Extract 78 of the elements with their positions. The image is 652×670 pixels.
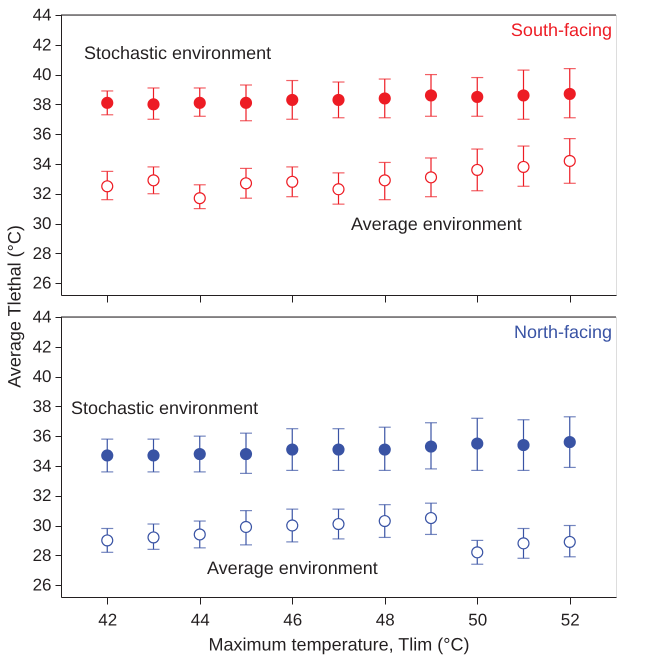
point <box>240 96 252 109</box>
point <box>147 98 160 110</box>
y-tick-label: 38 <box>32 396 52 416</box>
point <box>286 443 298 456</box>
y-tick-label: 28 <box>32 546 52 565</box>
y-tick-label: 30 <box>32 214 52 234</box>
point <box>194 192 206 204</box>
chart-title: South-facing <box>510 20 612 40</box>
chart-title: North-facing <box>514 322 612 342</box>
point <box>517 160 530 173</box>
point <box>564 88 576 100</box>
point <box>471 164 484 176</box>
point <box>286 176 298 188</box>
y-axis-title: Average Tlethal (°C) <box>4 225 25 388</box>
y-tick-label: 42 <box>32 337 52 356</box>
point <box>378 92 391 104</box>
y-tick-label: 32 <box>32 184 52 204</box>
y-tick-label: 40 <box>32 65 52 84</box>
y-tick-label: 36 <box>32 426 52 446</box>
point <box>424 171 438 184</box>
point <box>471 90 484 103</box>
y-tick-label: 42 <box>32 35 52 54</box>
y-tick-label: 26 <box>32 274 52 293</box>
point <box>101 96 114 109</box>
point <box>240 520 252 534</box>
point <box>517 537 530 550</box>
point <box>332 518 345 530</box>
point <box>194 96 206 109</box>
y-tick-label: 28 <box>32 244 52 263</box>
x-tick-label: 52 <box>560 610 580 630</box>
point <box>240 448 252 460</box>
annotation: Average environment <box>351 214 522 234</box>
point <box>378 514 391 528</box>
point <box>147 531 160 544</box>
point <box>424 440 438 453</box>
point <box>424 512 438 524</box>
point <box>286 519 298 532</box>
point <box>147 449 160 462</box>
x-tick-label: 42 <box>98 610 118 630</box>
point <box>101 534 114 546</box>
x-axis-title: Maximum temperature, Tlim (°C) <box>208 634 470 654</box>
point <box>147 174 160 186</box>
point <box>101 180 114 192</box>
annotation: Stochastic environment <box>71 398 258 418</box>
point <box>378 443 391 456</box>
x-tick-label: 44 <box>190 610 210 630</box>
point <box>332 94 345 106</box>
annotation: Average environment <box>207 558 378 578</box>
point <box>424 89 438 102</box>
point <box>564 536 576 548</box>
x-tick-label: 48 <box>376 610 395 630</box>
point <box>471 438 484 450</box>
point <box>517 439 530 452</box>
point <box>332 183 345 196</box>
y-tick-label: 30 <box>32 516 52 536</box>
point <box>194 528 206 541</box>
y-tick-label: 40 <box>32 367 52 386</box>
y-tick-label: 44 <box>32 308 52 326</box>
x-tick-label: 50 <box>468 610 488 630</box>
y-tick-label: 44 <box>32 6 52 24</box>
point <box>378 174 391 186</box>
point <box>286 94 298 106</box>
point <box>564 436 576 448</box>
point <box>332 443 345 456</box>
y-tick-label: 38 <box>32 94 52 114</box>
point <box>564 154 576 168</box>
y-tick-label: 36 <box>32 124 52 144</box>
point <box>101 449 114 462</box>
point <box>517 89 530 102</box>
y-tick-label: 26 <box>32 576 52 595</box>
x-tick-label: 46 <box>283 610 302 630</box>
y-tick-label: 32 <box>32 486 52 506</box>
point <box>471 546 484 558</box>
y-tick-label: 34 <box>32 154 52 174</box>
annotation: Stochastic environment <box>84 43 272 63</box>
point <box>194 448 206 460</box>
point <box>240 177 252 190</box>
y-tick-label: 34 <box>32 456 52 476</box>
